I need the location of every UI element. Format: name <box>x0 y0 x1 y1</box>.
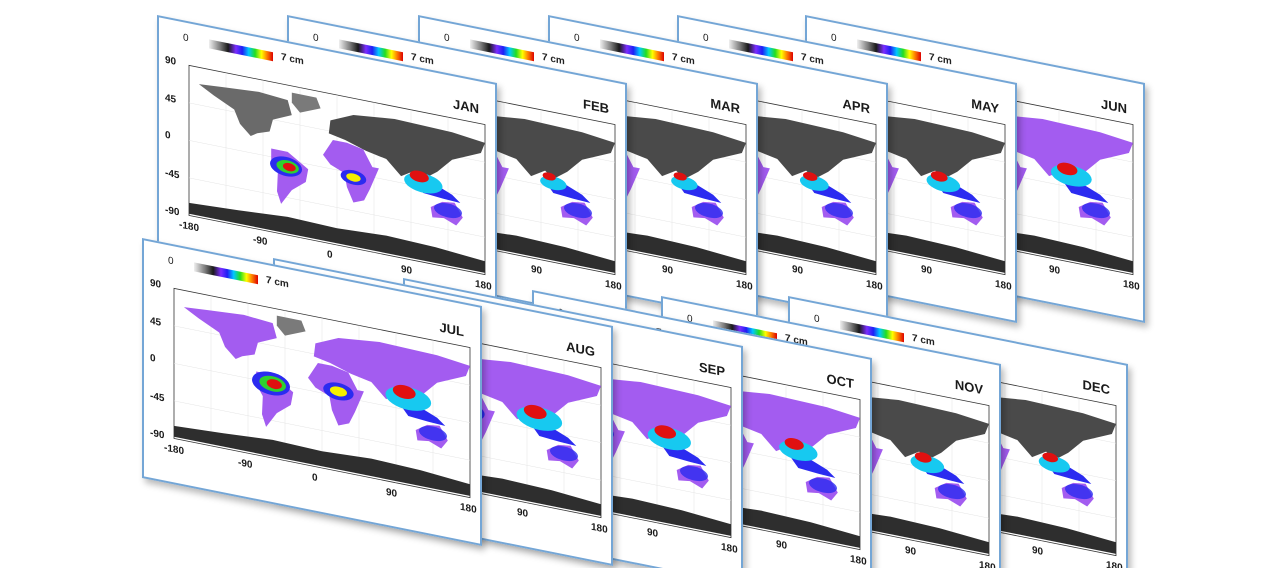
landmass-greenland <box>276 315 306 336</box>
landmass-antarctica <box>189 202 485 273</box>
rain-blob-australia <box>1082 202 1110 219</box>
rain-blob-monsoon-peak <box>654 425 677 439</box>
landmass-north-america <box>183 307 277 360</box>
legend-min-label: 0 <box>444 32 450 45</box>
lat-tick: 90 <box>150 277 162 291</box>
legend-min-label: 0 <box>703 32 709 45</box>
landmass-antarctica <box>174 425 470 496</box>
lon-tick: 90 <box>792 263 804 278</box>
rain-blob-australia <box>1065 483 1093 500</box>
rain-blob-monsoon-peak <box>523 404 547 419</box>
rain-blob-monsoon-peak <box>542 172 556 181</box>
lat-tick: 45 <box>165 92 177 106</box>
month-map-panel-jul: 0 7 cm JUL 90 45 0 -45 -90 -180 -90 0 90… <box>142 238 482 546</box>
landmass-eurasia <box>719 114 876 179</box>
legend-min-label: 0 <box>814 313 820 326</box>
rain-blob-australia <box>809 477 837 494</box>
rain-blob-monsoon-peak <box>392 384 416 399</box>
lon-tick: 90 <box>386 486 398 501</box>
rain-blob-south-asia <box>671 175 698 191</box>
rain-blob-amazon-peak <box>282 162 296 172</box>
rain-blob-monsoon-peak <box>784 438 804 450</box>
lat-tick: 45 <box>150 315 162 329</box>
rain-blob-australia <box>564 202 592 219</box>
legend-min-label: 0 <box>168 255 174 268</box>
landmass-greenland <box>291 92 321 113</box>
lon-tick: 0 <box>327 249 333 262</box>
rain-blob-south-asia <box>540 175 567 191</box>
rain-blob-australia <box>954 202 982 219</box>
landmass-eurasia <box>328 114 485 179</box>
landmass-north-america <box>198 84 292 137</box>
lon-tick: 90 <box>776 538 788 553</box>
lat-tick: 0 <box>150 352 156 365</box>
landmass-eurasia <box>458 114 615 179</box>
lat-tick: 90 <box>165 54 177 68</box>
lon-tick: 90 <box>662 263 674 278</box>
rain-blob-congo-core <box>346 173 361 182</box>
lon-tick: 90 <box>401 263 413 278</box>
lon-tick: 0 <box>312 472 318 485</box>
rain-blob-australia <box>695 202 723 219</box>
legend-min-label: 0 <box>313 32 319 45</box>
rain-blob-australia <box>550 445 578 462</box>
landmass-eurasia <box>444 357 601 422</box>
legend-min-label: 0 <box>574 32 580 45</box>
world-map <box>188 64 486 276</box>
rain-blob-congo-core <box>329 386 347 397</box>
landmass-eurasia <box>574 377 731 442</box>
rain-blob-monsoon-peak <box>1057 162 1078 176</box>
lon-tick: 90 <box>517 506 529 521</box>
rain-blob-monsoon-peak <box>803 172 818 181</box>
rain-blob-australia <box>419 425 447 442</box>
legend-min-label: 0 <box>183 32 189 45</box>
month-map-panel-jan: 0 7 cm JAN 90 45 0 -45 -90 -180 -90 0 90… <box>157 15 497 323</box>
grid-line <box>174 400 470 461</box>
landmass-maritime-asia <box>790 456 836 478</box>
lon-tick: 90 <box>1049 263 1061 278</box>
legend-min-label: 0 <box>831 32 837 45</box>
lat-tick: 0 <box>165 129 171 142</box>
rain-blob-amazon-peak <box>266 379 282 390</box>
rain-blob-monsoon-peak <box>930 171 948 182</box>
rain-blob-australia <box>938 483 966 500</box>
rain-blob-australia <box>680 465 708 482</box>
landmass-eurasia <box>589 114 746 179</box>
landmass-maritime-asia <box>1063 181 1109 203</box>
lon-tick: 90 <box>531 263 543 278</box>
lon-tick: 90 <box>647 526 659 541</box>
lon-tick: 90 <box>905 544 917 559</box>
rain-blob-monsoon-peak <box>673 172 687 181</box>
grid-line <box>189 177 485 238</box>
world-map <box>173 287 471 499</box>
lon-tick: 90 <box>1032 544 1044 559</box>
rain-blob-monsoon-peak <box>914 452 932 463</box>
rain-blob-monsoon-peak <box>409 170 429 183</box>
rain-blob-australia <box>825 202 853 219</box>
rain-blob-monsoon-peak <box>1042 452 1059 463</box>
rain-blob-australia <box>434 202 462 219</box>
lon-tick: 90 <box>921 263 933 278</box>
landmass-eurasia <box>313 337 470 402</box>
